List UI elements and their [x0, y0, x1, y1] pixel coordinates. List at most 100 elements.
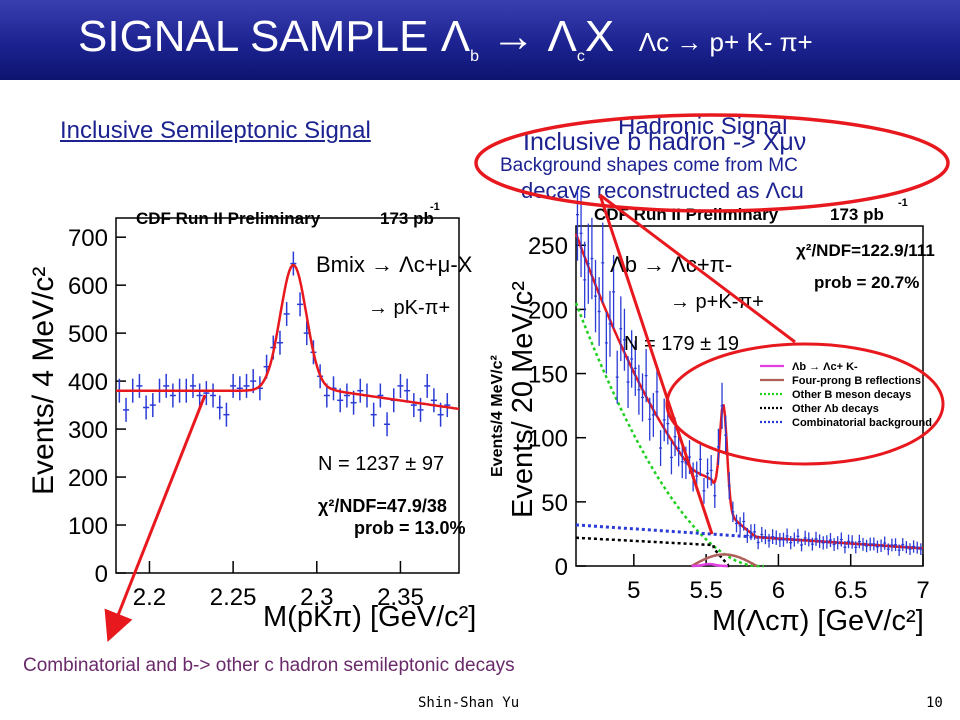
- right-data-point: [669, 440, 673, 475]
- right-data-point: [698, 442, 702, 477]
- left-data-point: [136, 373, 143, 398]
- right-data-point: [876, 540, 879, 553]
- left-data-point: [223, 402, 230, 427]
- semileptonic-chart: CDF Run II Preliminary 173 pb -1 0100200…: [27, 201, 476, 633]
- right-data-point: [829, 533, 832, 548]
- right-data-point: [810, 537, 814, 551]
- overlay-line-1: Inclusive b hadron -> Xμν: [523, 128, 807, 156]
- hadronic-chart: CDF Run II Preliminary 173 pb -1 0 50 100 1…: [489, 190, 935, 637]
- left-data-point: [430, 388, 437, 413]
- right-data-point: [782, 532, 785, 547]
- right-data-point: [890, 538, 894, 552]
- right-data-point: [857, 534, 861, 549]
- left-data-point: [123, 397, 130, 422]
- right-ytick-label: 250: [528, 233, 568, 260]
- right-data-point: [691, 462, 695, 492]
- legend-label: Λb → Λc+ K-: [792, 361, 858, 373]
- right-data-point: [771, 529, 775, 544]
- right-data-point: [702, 477, 706, 504]
- right-data-point: [865, 539, 869, 553]
- right-data-point: [847, 534, 850, 549]
- right-data-point: [695, 461, 699, 491]
- left-ytick-label: 400: [68, 369, 108, 396]
- right-ytick-label: 0: [555, 554, 568, 581]
- right-data-point: [655, 367, 659, 417]
- right-data-point: [749, 524, 753, 541]
- right-data-point: [583, 241, 587, 319]
- right-ytick-label: 100: [528, 426, 568, 453]
- left-decay-1: Bmix → Λc+μ-X: [316, 252, 473, 277]
- left-yield: N = 1237 ± 97: [318, 453, 444, 475]
- left-data-point: [210, 383, 217, 408]
- left-data-point: [203, 381, 210, 406]
- right-data-point: [608, 290, 612, 357]
- title-arrow: →: [491, 12, 536, 61]
- right-data-point: [684, 446, 688, 480]
- right-data-point: [850, 535, 854, 549]
- right-data-point: [879, 539, 883, 553]
- right-data-point: [915, 541, 919, 554]
- right-data-point: [619, 296, 623, 362]
- right-data-point: [651, 392, 655, 437]
- legend-label: Combinatorial background: [792, 417, 932, 429]
- left-xlabel: M(pKπ) [GeV/c²]: [263, 601, 476, 633]
- right-data-point: [731, 501, 735, 523]
- right-ytick-label: 150: [528, 362, 568, 389]
- right-data-point: [576, 190, 579, 261]
- right-data-point: [713, 483, 717, 508]
- right-data-point: [745, 527, 749, 543]
- left-data-point: [196, 383, 203, 408]
- right-chi2: χ²/NDF=122.9/111: [796, 241, 935, 260]
- right-ytick-label: 200: [528, 297, 568, 324]
- right-ylabel-inner: Events/4 MeV/c²: [489, 355, 506, 477]
- left-ytick-label: 300: [68, 417, 108, 444]
- right-data-point: [641, 373, 644, 422]
- right-header-exp: -1: [898, 197, 908, 209]
- right-data-point: [803, 530, 807, 546]
- right-data-point: [594, 259, 597, 333]
- right-data-point: [727, 472, 731, 500]
- right-data-point: [919, 543, 923, 556]
- left-data-point: [163, 373, 170, 398]
- black-background-curve: [576, 536, 733, 568]
- slide-title: SIGNAL SAMPLE Λb → ΛcX Λc → p+ K- π+: [78, 12, 813, 66]
- title-b-sub: b: [470, 47, 480, 65]
- right-data-point: [883, 536, 887, 550]
- right-data-point: [785, 528, 789, 544]
- right-xtick-label: 6.5: [834, 577, 867, 604]
- left-data-point: [143, 395, 150, 420]
- left-xtick-label: 2.35: [377, 584, 424, 611]
- right-ytick-label: 50: [541, 490, 568, 517]
- left-data-point: [290, 251, 297, 276]
- left-data-point: [276, 330, 283, 355]
- right-data-point: [763, 529, 767, 545]
- left-data-point: [189, 373, 196, 398]
- right-legend: Λb → Λc+ K- Four-prong B reflections Other…: [760, 361, 932, 429]
- legend-label: Other Λb decays: [792, 403, 879, 415]
- right-data-point: [814, 531, 818, 546]
- footer-author: Shin-Shan Yu: [418, 695, 520, 711]
- right-data-point: [843, 541, 847, 554]
- left-data-point: [417, 397, 424, 422]
- right-xtick-label: 7: [916, 577, 929, 604]
- magenta-curve: [691, 562, 728, 568]
- left-data-point: [230, 373, 237, 398]
- footer-page: 10: [926, 695, 943, 711]
- legend-label: Four-prong B reflections: [792, 375, 921, 387]
- right-data-point: [659, 430, 663, 467]
- left-data-point: [343, 383, 350, 408]
- left-xtick-label: 2.25: [210, 584, 257, 611]
- right-data-point: [756, 535, 760, 550]
- right-data-point: [615, 350, 619, 404]
- right-data-point: [796, 528, 800, 544]
- title-bar: [0, 0, 960, 80]
- title-c-sub: c: [576, 47, 585, 65]
- right-header-left: CDF Run II Preliminary: [594, 205, 779, 224]
- left-data-point: [357, 378, 364, 403]
- right-data-point: [597, 277, 601, 346]
- left-decay-2: → pK-π+: [368, 297, 450, 319]
- right-prob: prob = 20.7%: [814, 273, 919, 292]
- right-data-point: [792, 532, 796, 547]
- right-data-point: [861, 537, 865, 551]
- right-data-point: [677, 430, 681, 467]
